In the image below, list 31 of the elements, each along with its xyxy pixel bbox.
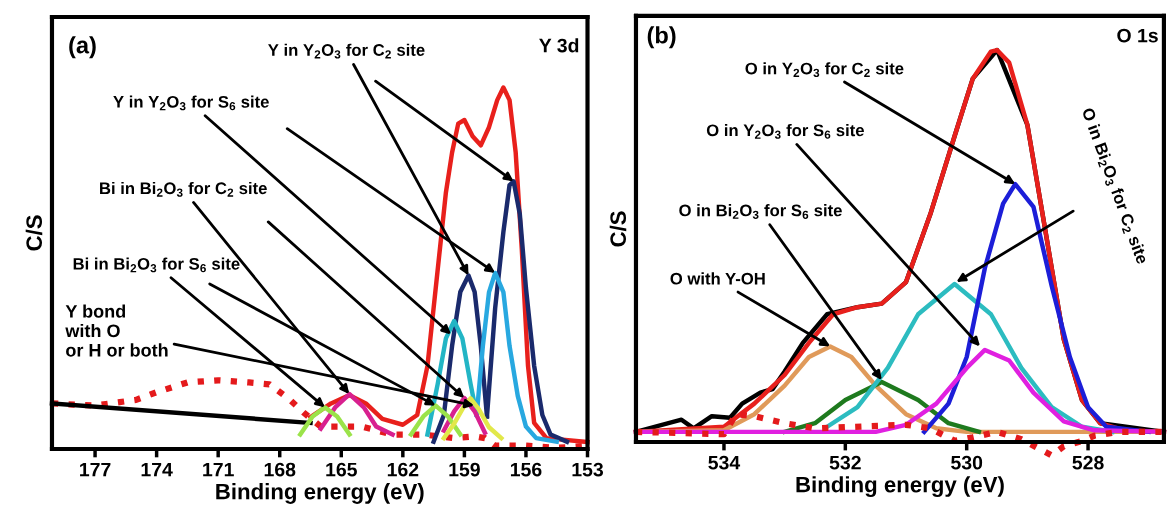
- x-tick-label: 528: [1072, 455, 1104, 470]
- x-tick-label: 177: [80, 462, 111, 477]
- x-tick-label: 174: [141, 462, 173, 477]
- annotation: O in Y$_{2}$O$_{3}$ for S$_{6}$ site: [706, 123, 864, 139]
- x-tick-label: 156: [510, 462, 542, 477]
- text: O 1s: [1117, 28, 1158, 43]
- x-axis-title: Binding energy (eV): [216, 483, 424, 504]
- x-tick-label: 153: [572, 462, 604, 477]
- annotation: Bi in Bi$_{2}$O$_{3}$ for C$_{2}$ site: [100, 181, 267, 197]
- annotation: O in Bi$_{2}$O$_{3}$ for C$_{2}$ site: [1079, 106, 1150, 266]
- x-tick-label: 530: [951, 455, 983, 470]
- annotation: Y in Y$_{2}$O$_{3}$ for C$_{2}$ site: [268, 43, 425, 59]
- x-tick-label: 532: [829, 455, 861, 470]
- x-tick-label: 159: [449, 462, 480, 477]
- y-axis-title: C/S: [25, 215, 43, 251]
- text: (b): [647, 26, 676, 49]
- x-tick-label: 165: [326, 462, 357, 477]
- annotation: O in Bi$_{2}$O$_{3}$ for S$_{6}$ site: [679, 204, 842, 219]
- x-tick-label: 171: [203, 462, 234, 477]
- text: (a): [69, 36, 96, 59]
- x-tick-label: 168: [264, 462, 296, 477]
- x-tick-label: 534: [708, 455, 741, 470]
- annotation: O in Y$_{2}$O$_{3}$ for C$_{2}$ site: [745, 62, 904, 78]
- x-axis-title: Binding energy (eV): [796, 476, 1004, 497]
- y-axis-title: C/S: [609, 211, 627, 247]
- annotation: Y bond with O or H or both: [65, 304, 168, 357]
- x-tick-label: 162: [387, 462, 419, 477]
- annotation: Bi in Bi$_{2}$O$_{3}$ for S$_{6}$ site: [73, 257, 240, 273]
- text: Y 3d: [539, 38, 579, 53]
- annotation: Y in Y$_{2}$O$_{3}$ for S$_{6}$ site: [113, 95, 269, 111]
- annotation: O with Y-OH: [670, 272, 765, 285]
